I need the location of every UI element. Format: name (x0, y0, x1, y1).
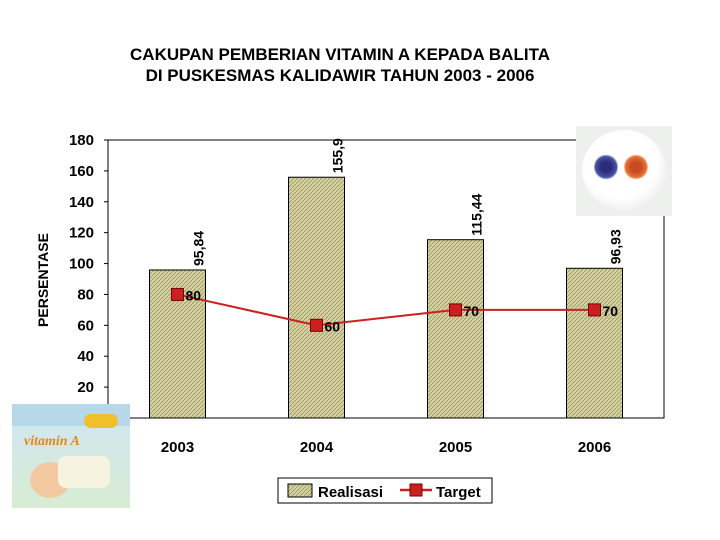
x-tick-label: 2004 (300, 439, 334, 456)
bar-value-label: 96,93 (608, 229, 624, 264)
y-tick-label: 40 (77, 348, 94, 365)
y-tick-label: 20 (77, 379, 94, 396)
poster-capsule (84, 414, 118, 428)
red-capsules (624, 154, 648, 180)
bar-value-label: 155,9 (330, 138, 346, 173)
chart-title-line-2: DI PUSKESMAS KALIDAWIR TAHUN 2003 - 2006 (145, 66, 535, 85)
target-line (177, 293, 595, 327)
target-marker (171, 287, 184, 301)
y-tick-label: 60 (77, 317, 94, 334)
y-tick-label: 100 (69, 256, 94, 273)
legend: Realisasi Target (277, 477, 493, 504)
bar-value-label: 95,84 (191, 231, 207, 266)
bar-realisasi (288, 176, 345, 419)
x-tick-label: 2005 (439, 439, 472, 456)
poster-logo: vitamin A (24, 434, 80, 449)
x-tick-label: 2006 (578, 439, 611, 456)
poster-speech-bubble (58, 456, 110, 488)
vitamin-a-poster-image: vitamin A (12, 404, 130, 508)
legend-label-realisasi: Realisasi (318, 484, 383, 501)
bar-realisasi (427, 239, 484, 419)
x-tick-label: 2003 (161, 439, 194, 456)
legend-swatch-realisasi (287, 483, 313, 498)
y-tick-label: 180 (69, 132, 94, 149)
legend-box (277, 477, 493, 504)
y-tick-label: 120 (69, 225, 94, 242)
target-value-label: 70 (603, 303, 619, 319)
vitamin-capsules-plate-image (576, 126, 672, 216)
y-tick-label: 140 (69, 194, 94, 211)
target-marker (310, 318, 323, 332)
y-tick-label: 80 (77, 286, 94, 303)
legend-label-target: Target (436, 484, 481, 501)
target-value-label: 80 (186, 287, 202, 303)
y-tick-label: 160 (69, 163, 94, 180)
chart-title-line-1: CAKUPAN PEMBERIAN VITAMIN A KEPADA BALIT… (130, 45, 550, 64)
blue-capsules (594, 154, 618, 180)
chart-title: CAKUPAN PEMBERIAN VITAMIN A KEPADA BALIT… (60, 44, 620, 86)
bar-value-label: 115,44 (469, 193, 485, 235)
bar-realisasi (566, 267, 623, 419)
y-axis-title: PERSENTASE (35, 233, 51, 327)
target-marker (588, 303, 601, 317)
target-value-label: 60 (325, 318, 341, 334)
target-marker (449, 303, 462, 317)
legend-marker-target (409, 483, 423, 497)
target-value-label: 70 (464, 303, 480, 319)
